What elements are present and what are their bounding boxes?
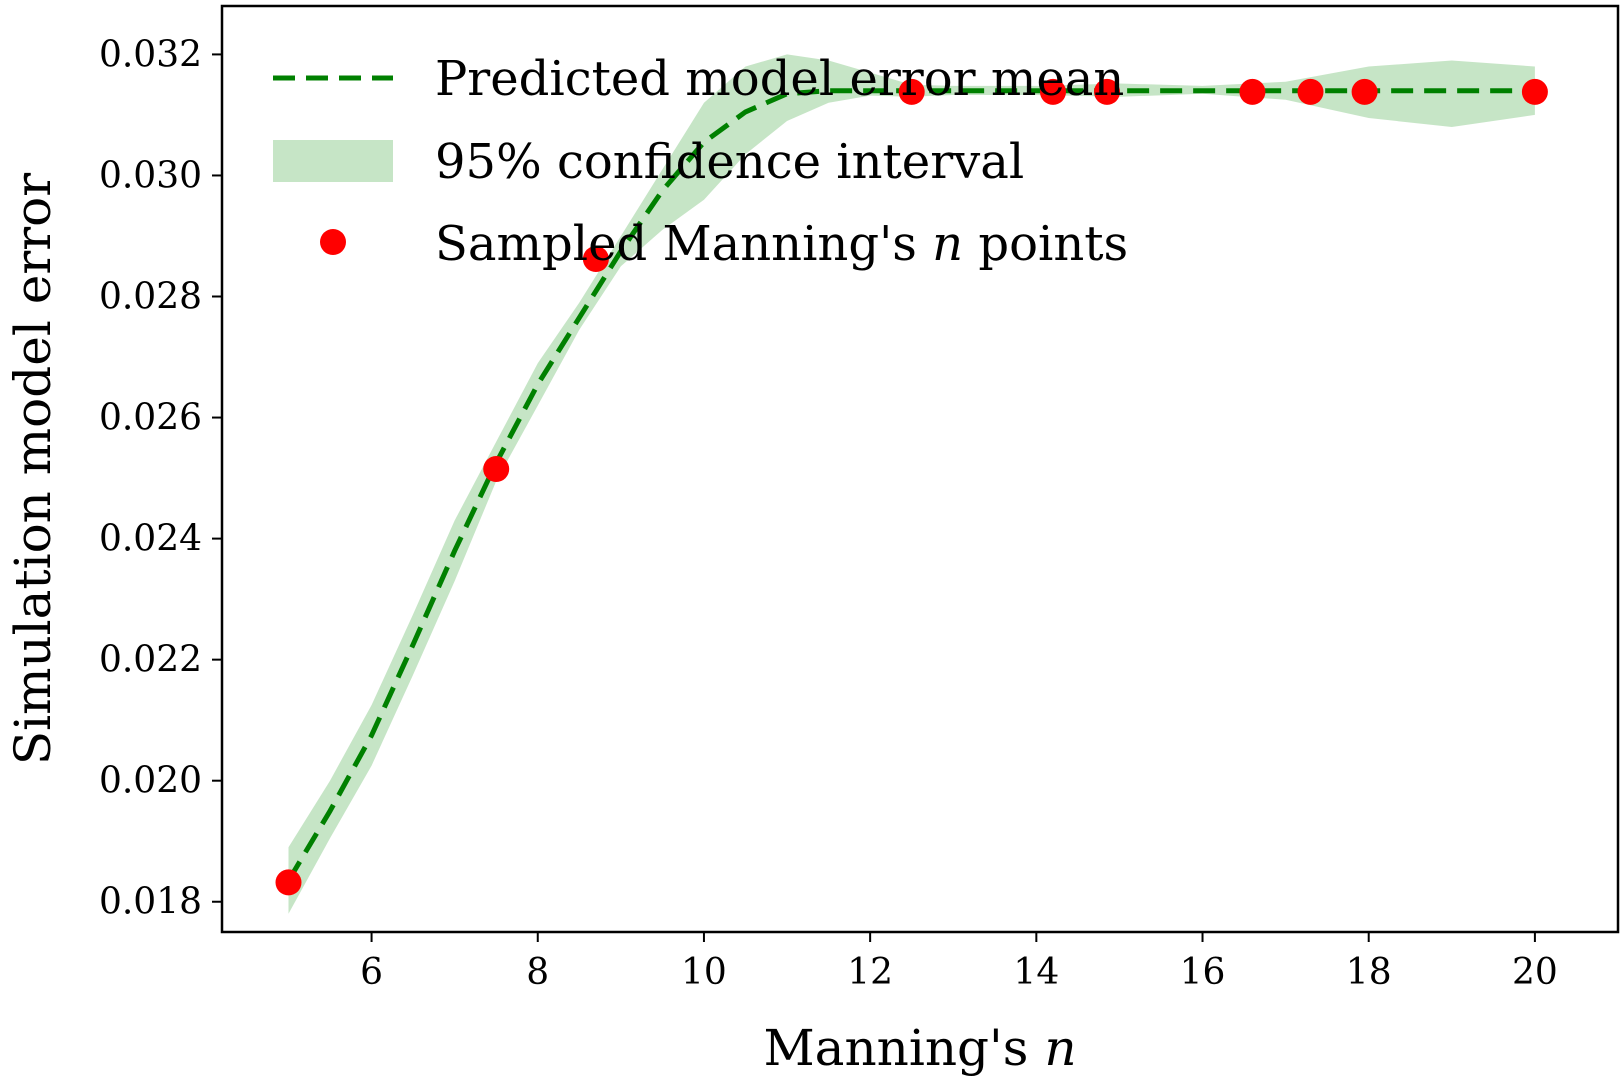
x-tick-label: 18 xyxy=(1346,952,1392,993)
plot-frame xyxy=(220,4,1620,934)
y-tick-label: 0.026 xyxy=(99,398,202,439)
y-axis-ticks: 0.018 0.020 0.022 0.024 0.026 0.028 0.030 0.032 xyxy=(99,34,222,923)
x-axis-ticks: 6 8 10 12 14 16 18 20 xyxy=(360,932,1558,993)
x-axis-label-italic: n xyxy=(1044,1019,1076,1077)
sample-point xyxy=(582,246,609,272)
y-tick-label: 0.030 xyxy=(99,155,202,196)
x-tick-label: 12 xyxy=(847,952,893,993)
legend-label-points: Sampled Manning's n points xyxy=(435,216,1128,272)
sample-point xyxy=(1094,78,1120,105)
sample-point xyxy=(483,456,510,482)
x-tick-label: 16 xyxy=(1180,952,1226,993)
legend-swatch-ci xyxy=(273,140,393,182)
legend-swatch-points xyxy=(320,229,346,255)
x-axis-label: Manning's n xyxy=(763,1019,1076,1077)
mean-line-layer xyxy=(286,88,1535,882)
legend-label-points-italic: n xyxy=(932,216,963,272)
sample-point xyxy=(275,869,302,896)
x-tick-label: 14 xyxy=(1013,952,1059,993)
x-tick-label: 10 xyxy=(681,952,727,993)
sample-point xyxy=(1040,78,1066,105)
legend-label-points-suffix: points xyxy=(978,216,1128,272)
y-tick-label: 0.020 xyxy=(99,761,202,802)
sample-points-layer xyxy=(275,78,1548,896)
x-tick-label: 20 xyxy=(1512,952,1558,993)
y-tick-label: 0.022 xyxy=(99,640,202,681)
mean-line xyxy=(286,88,1535,882)
sample-point xyxy=(1351,78,1378,105)
sample-point xyxy=(1297,78,1324,105)
x-tick-label: 8 xyxy=(526,952,549,993)
y-tick-label: 0.028 xyxy=(99,277,202,318)
x-tick-label: 6 xyxy=(360,952,383,993)
sample-point xyxy=(898,78,925,105)
legend: Predicted model error mean 95% confidenc… xyxy=(273,51,1128,272)
y-tick-label: 0.024 xyxy=(99,519,202,560)
y-tick-label: 0.032 xyxy=(99,34,202,75)
y-tick-label: 0.018 xyxy=(99,882,202,923)
sample-point xyxy=(1521,78,1548,105)
x-axis-label-text: Manning's xyxy=(763,1019,1028,1077)
y-axis-label: Simulation model error xyxy=(4,173,62,765)
legend-label-ci: 95% confidence interval xyxy=(435,134,1024,190)
legend-label-points-text: Sampled Manning's xyxy=(435,216,917,272)
sample-point xyxy=(1239,78,1266,105)
legend-label-mean: Predicted model error mean xyxy=(435,51,1124,107)
